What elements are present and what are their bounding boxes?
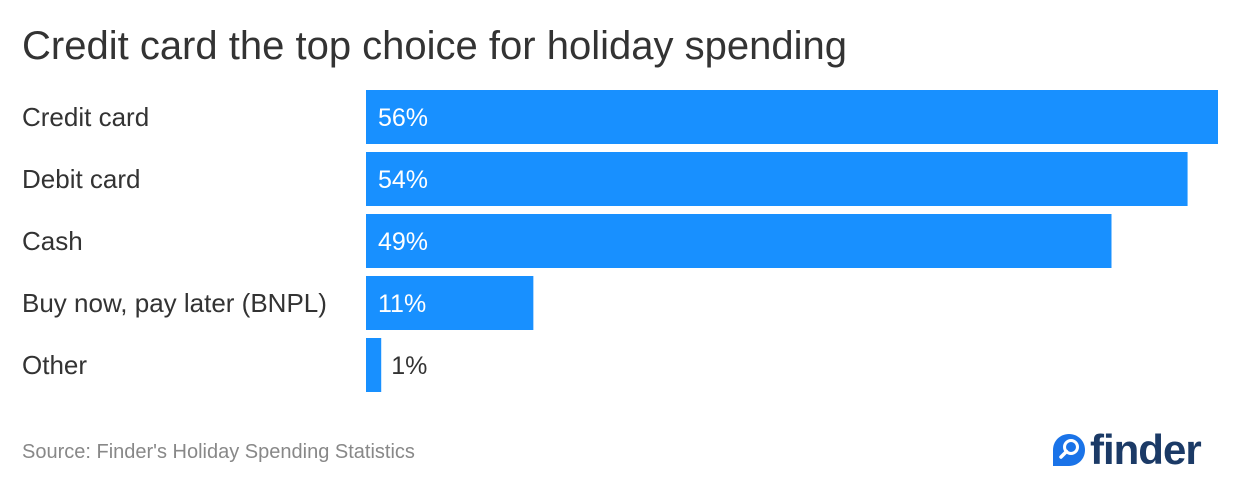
value-label: 54% (378, 166, 428, 194)
category-label: Debit card (22, 164, 141, 194)
logo-wordmark: finder (1090, 426, 1202, 473)
category-label: Buy now, pay later (BNPL) (22, 288, 327, 318)
source-note: Source: Finder's Holiday Spending Statis… (22, 441, 415, 463)
chart-title: Credit card the top choice for holiday s… (22, 24, 847, 68)
category-label: Credit card (22, 102, 149, 132)
bar (366, 90, 1218, 144)
value-label: 49% (378, 228, 428, 256)
value-label: 56% (378, 104, 428, 132)
bars-group: Credit card 56% Debit card 54% Cash 49% Buy no… (22, 90, 1218, 392)
bar (366, 338, 382, 392)
value-label: 11% (378, 290, 426, 318)
value-label: 1% (391, 352, 427, 380)
bar (366, 214, 1112, 268)
category-label: Cash (22, 226, 83, 256)
bar (366, 276, 534, 330)
category-label: Other (22, 350, 87, 380)
bar (366, 152, 1188, 206)
magnifier-pin-icon (1053, 434, 1085, 466)
finder-logo: finder (1052, 426, 1202, 474)
